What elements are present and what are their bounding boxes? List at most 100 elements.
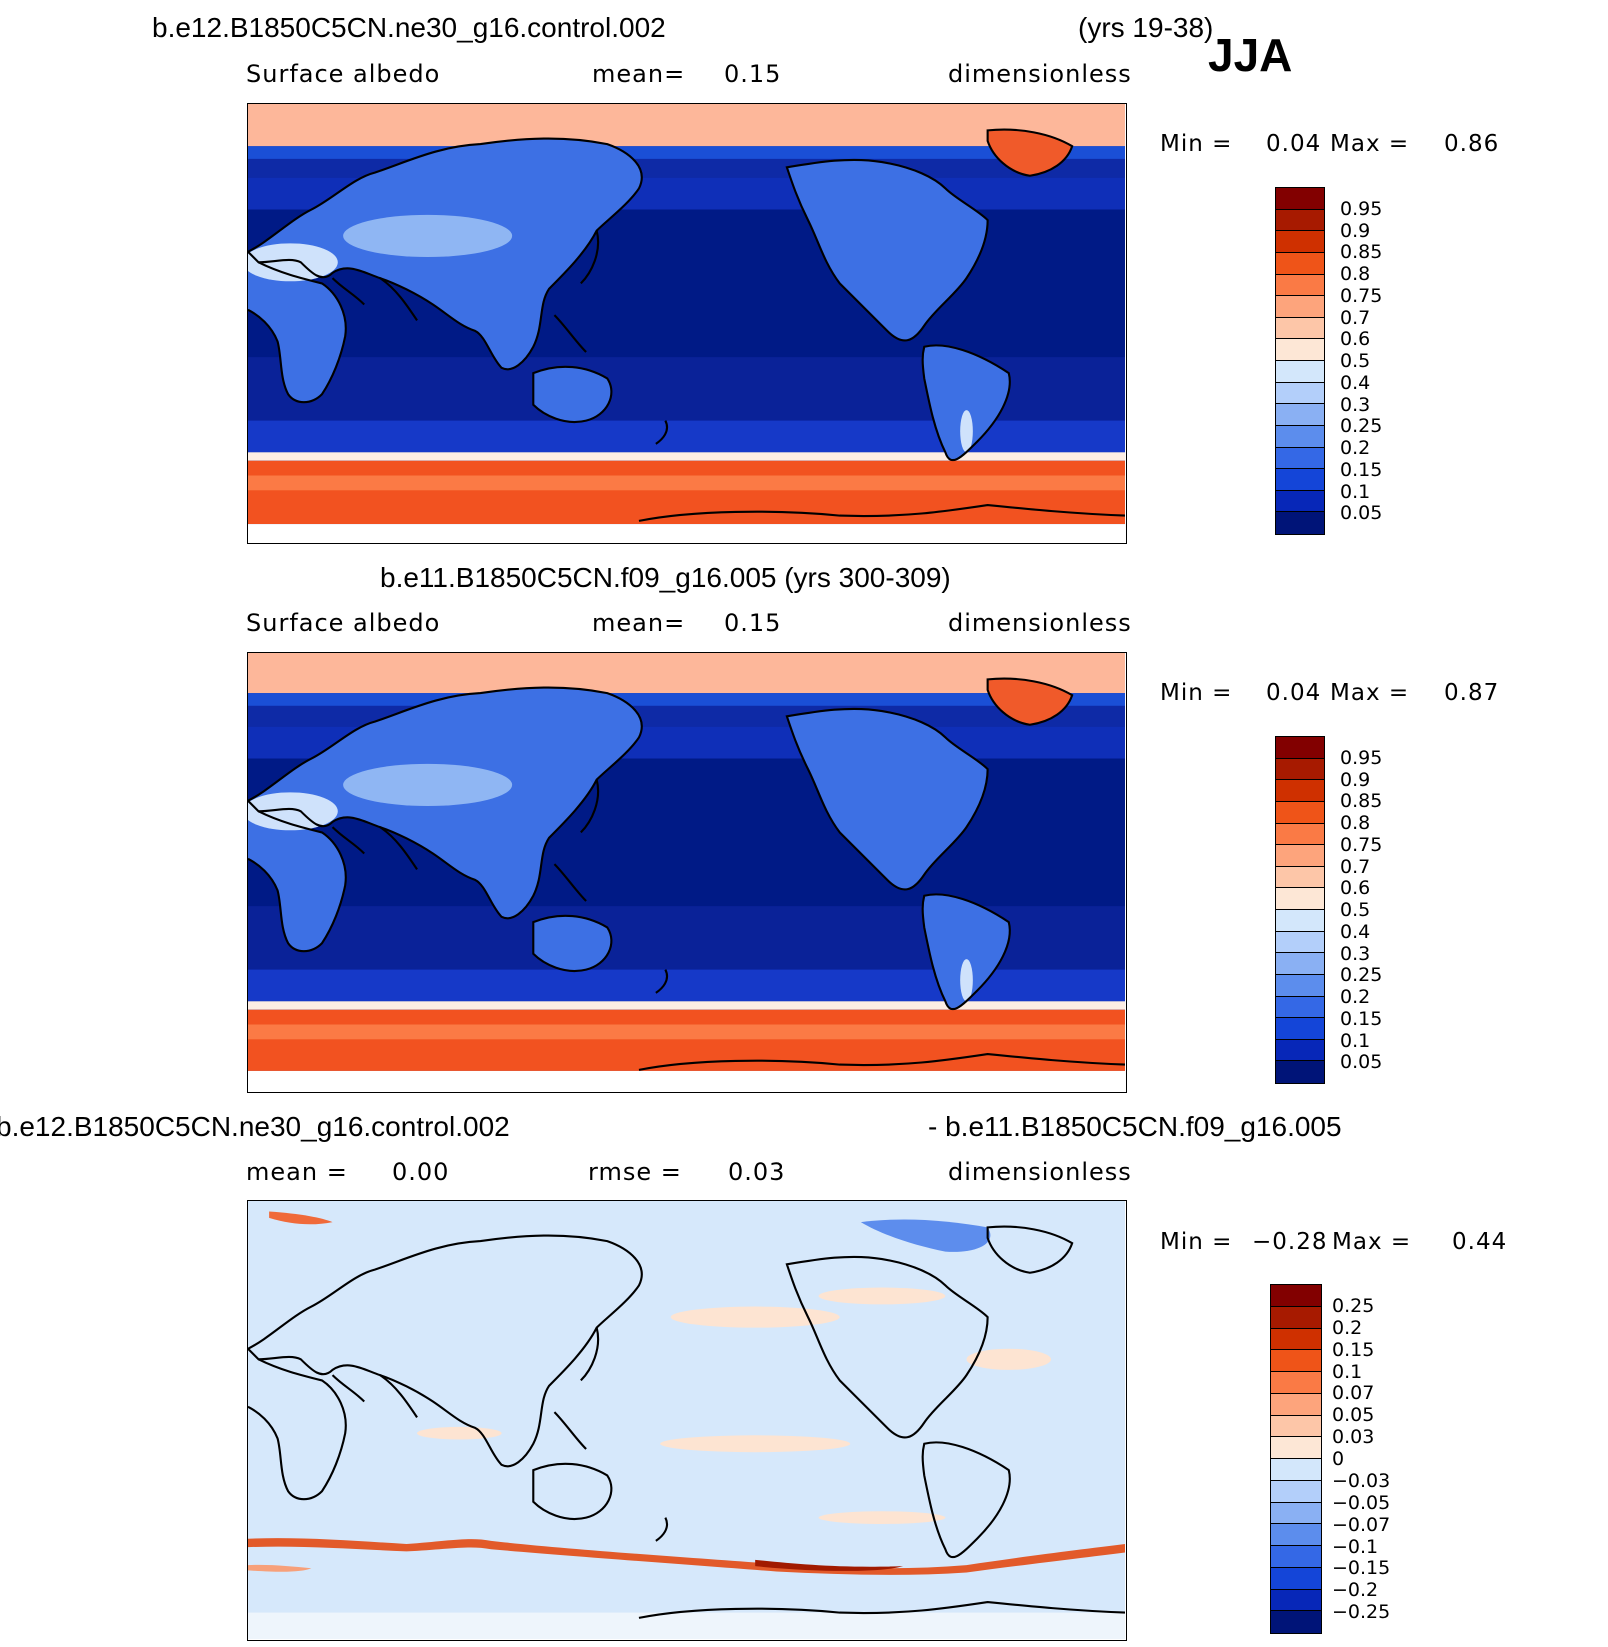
colorbar-segment [1271, 1611, 1321, 1633]
panel3-min-label: Min = [1160, 1229, 1233, 1255]
colorbar-segment [1276, 974, 1324, 997]
colorbar-tick-label: 0.07 [1332, 1382, 1375, 1405]
panel2-units: dimensionless [948, 609, 1132, 637]
colorbar-tick-label: 0.03 [1332, 1426, 1375, 1449]
panel1-units: dimensionless [948, 60, 1132, 88]
colorbar-segment [1271, 1459, 1321, 1481]
colorbar-segment [1271, 1306, 1321, 1329]
colorbar-tick-label: −0.25 [1332, 1601, 1391, 1624]
panel1-max-value: 0.86 [1444, 131, 1500, 157]
colorbar-segment [1276, 490, 1324, 513]
panel3-map [247, 1200, 1127, 1641]
colorbar-tick-label: 0.1 [1340, 1029, 1371, 1052]
colorbar-segment [1276, 317, 1324, 340]
panel1-map [247, 103, 1127, 544]
colorbar-tick-label: 0.4 [1340, 371, 1371, 394]
panel2-max-value: 0.87 [1444, 680, 1500, 706]
panel1-colorbar [1275, 187, 1325, 535]
colorbar-segment [1276, 382, 1324, 405]
colorbar-segment [1276, 866, 1324, 889]
panel1-colorbar-labels: 0.95 0.9 0.85 0.8 0.75 0.7 0.6 0.5 0.4 0.3 0.25 0.2… [1340, 187, 1420, 535]
panel1-min-label: Min = [1160, 131, 1233, 157]
panel2-mean-value: 0.15 [724, 609, 782, 637]
panel2-colorbar-labels: 0.95 0.9 0.85 0.8 0.75 0.7 0.6 0.5 0.4 0.3 0.25 0.2… [1340, 736, 1420, 1084]
colorbar-tick-label: −0.2 [1332, 1579, 1379, 1602]
colorbar-segment [1276, 953, 1324, 975]
panel1-title: b.e12.B1850C5CN.ne30_g16.control.002 [152, 12, 666, 43]
colorbar-segment [1276, 512, 1324, 534]
panel3-colorbar [1270, 1284, 1322, 1634]
colorbar-tick-label: 0.6 [1340, 328, 1371, 351]
colorbar-tick-label: 0.05 [1340, 1051, 1383, 1074]
colorbar-tick-label: 0.15 [1340, 458, 1383, 481]
colorbar-segment [1271, 1480, 1321, 1503]
colorbar-tick-label: 0.8 [1340, 812, 1371, 834]
panel3-title-right: - b.e11.B1850C5CN.f09_g16.005 [928, 1111, 1342, 1142]
colorbar-segment [1276, 823, 1324, 846]
colorbar-tick-label: 0.85 [1340, 790, 1383, 813]
colorbar-segment [1271, 1524, 1321, 1546]
colorbar-tick-label: 0.8 [1340, 263, 1371, 285]
colorbar-segment [1276, 996, 1324, 1019]
panel3-units: dimensionless [948, 1158, 1132, 1186]
colorbar-tick-label: 0.1 [1332, 1360, 1363, 1383]
colorbar-tick-label: 0.3 [1340, 393, 1371, 416]
panel2-min-value: 0.04 [1266, 680, 1322, 706]
colorbar-segment [1271, 1372, 1321, 1394]
colorbar-tick-label: −0.03 [1332, 1469, 1391, 1492]
colorbar-segment [1276, 888, 1324, 910]
colorbar-tick-label: 0.9 [1340, 768, 1371, 791]
colorbar-segment [1276, 780, 1324, 802]
panel1-mean-label: mean= [592, 60, 686, 88]
colorbar-segment [1271, 1567, 1321, 1590]
colorbar-tick-label: 0.3 [1340, 942, 1371, 965]
season-label: JJA [1208, 29, 1293, 81]
panel1-variable: Surface albedo [246, 60, 441, 88]
panel2-variable: Surface albedo [246, 609, 441, 637]
colorbar-segment [1276, 845, 1324, 867]
colorbar-segment [1276, 801, 1324, 824]
colorbar-segment [1276, 1018, 1324, 1040]
colorbar-tick-label: 0.1 [1340, 480, 1371, 503]
colorbar-segment [1276, 339, 1324, 361]
panel2-colorbar [1275, 736, 1325, 1084]
colorbar-tick-label: −0.05 [1332, 1491, 1391, 1514]
colorbar-segment [1276, 447, 1324, 470]
colorbar-segment [1271, 1502, 1321, 1525]
colorbar-segment [1276, 231, 1324, 253]
colorbar-segment [1271, 1350, 1321, 1372]
colorbar-segment [1276, 274, 1324, 297]
colorbar-segment [1276, 361, 1324, 383]
colorbar-segment [1271, 1393, 1321, 1416]
panel2-title: b.e11.B1850C5CN.f09_g16.005 (yrs 300-309… [380, 562, 951, 593]
colorbar-segment [1276, 404, 1324, 426]
colorbar-tick-label: 0.05 [1340, 502, 1383, 525]
panel2-mean-label: mean= [592, 609, 686, 637]
panel3-min-value: −0.28 [1252, 1229, 1328, 1255]
colorbar-segment [1276, 296, 1324, 318]
panel3-max-value: 0.44 [1452, 1229, 1508, 1255]
colorbar-segment [1271, 1415, 1321, 1438]
colorbar-tick-label: 0.5 [1340, 350, 1371, 372]
colorbar-segment [1276, 1039, 1324, 1062]
panel3-rmse-label: rmse = [588, 1158, 682, 1186]
colorbar-tick-label: −0.1 [1332, 1535, 1379, 1558]
panel2-map [247, 652, 1127, 1093]
panel1-mean-value: 0.15 [724, 60, 782, 88]
panel2-min-label: Min = [1160, 680, 1233, 706]
panel3-max-label: Max = [1332, 1229, 1412, 1255]
colorbar-segment [1276, 469, 1324, 491]
panel1-min-value: 0.04 [1266, 131, 1322, 157]
colorbar-tick-label: 0.75 [1340, 833, 1383, 856]
panel1-years: (yrs 19-38) [1078, 12, 1214, 43]
colorbar-tick-label: 0.5 [1340, 899, 1371, 921]
colorbar-segment [1276, 188, 1324, 210]
colorbar-segment [1271, 1546, 1321, 1568]
colorbar-tick-label: 0.2 [1332, 1316, 1363, 1339]
colorbar-segment [1276, 252, 1324, 275]
colorbar-tick-label: 0 [1332, 1448, 1345, 1470]
colorbar-tick-label: 0.15 [1340, 1007, 1383, 1030]
panel3-rmse-value: 0.03 [728, 1158, 786, 1186]
panel3-colorbar-labels: 0.25 0.2 0.15 0.1 0.07 0.05 0.03 0 −0.03 −0.05 −0.… [1332, 1284, 1422, 1634]
colorbar-segment [1276, 1061, 1324, 1083]
